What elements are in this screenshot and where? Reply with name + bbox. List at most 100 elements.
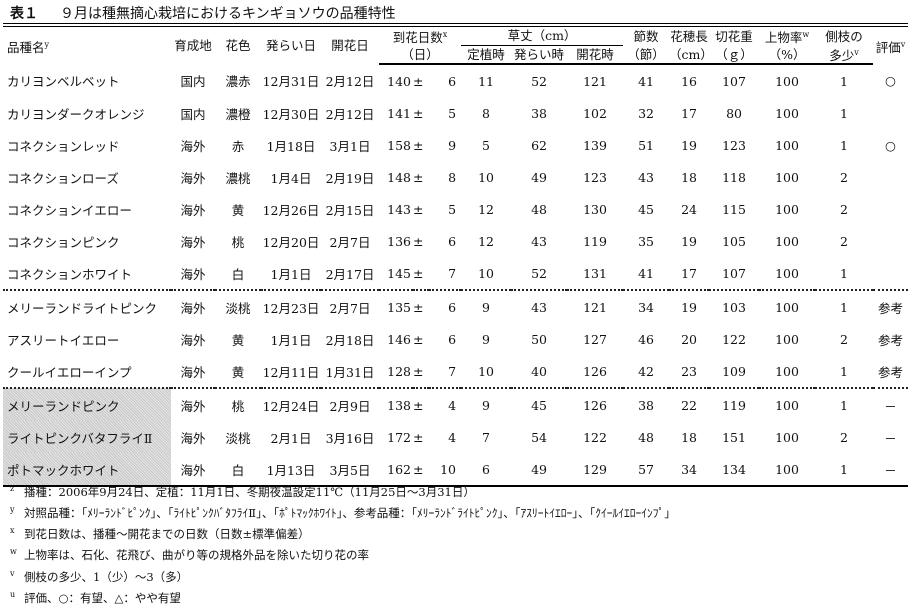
cell-sd: 9	[448, 137, 457, 153]
cell-eval: －	[884, 430, 897, 446]
cell-sd: 6	[448, 73, 457, 89]
table-row: ライトピンクバタフライⅡ 海外 淡桃 2月1日 3月16日 172 ±4 7 54 122 48 18…	[3, 421, 908, 454]
cell-bud: 1月1日	[270, 332, 312, 348]
cell-h2: 40	[511, 355, 568, 390]
col-height-flower: 開花時	[567, 45, 624, 66]
footnote-text: 播種：2006年9月24日、定植：11月1日、冬期夜温設定11℃（11月25日～…	[24, 484, 475, 499]
cell-days: 143	[387, 201, 411, 217]
footnote: u 評価、○：有望、△：やや有望	[10, 586, 676, 607]
cell-h3: 119	[583, 233, 607, 249]
cell-rate: 100	[775, 73, 799, 89]
footnote-text: 上物率は、石化、花飛び、曲がり等の規格外品を除いた切り花の率	[24, 548, 369, 563]
cell-nodes: 51	[638, 137, 654, 153]
footnote: z 播種：2006年9月24日、定植：11月1日、冬期夜温設定11℃（11月25日…	[10, 480, 676, 501]
table-row: メリーランドライトピンク 海外 淡桃 12月23日 2月7日 135 ±6 9 43 121 34 1…	[3, 290, 908, 323]
cell-weight: 103	[722, 299, 746, 315]
cell-color: 濃桃	[225, 170, 251, 186]
cell-rate: 100	[775, 105, 799, 121]
cell-h3: 131	[567, 257, 624, 292]
cell-h1: 9	[482, 397, 490, 413]
cell-spike: 17	[669, 257, 710, 292]
cell-eval	[873, 257, 909, 292]
cell-branch: 1	[815, 257, 874, 292]
cell-flower: 1月31日	[321, 355, 379, 390]
cell-origin: 海外	[180, 398, 206, 414]
cell-pm: ±	[413, 233, 424, 249]
cell-nodes: 32	[638, 105, 654, 121]
cell-h2: 43	[531, 233, 547, 249]
cell-origin: 海外	[171, 257, 215, 292]
cell-nodes: 48	[638, 429, 654, 445]
cell-color: 桃	[231, 234, 245, 250]
cell-h3: 129	[567, 453, 624, 488]
cell-branch: 1	[815, 453, 874, 488]
cell-days: 146	[387, 331, 411, 347]
cell-eval	[873, 97, 908, 129]
cell-rate: 100	[775, 331, 799, 347]
cell-weight: 107	[709, 257, 760, 292]
cell-h2: 38	[531, 105, 547, 121]
cell-name: コネクションホワイト	[3, 257, 171, 292]
cell-weight: 123	[722, 137, 746, 153]
cell-h2: 43	[531, 299, 547, 315]
footnote-mark: w	[10, 547, 17, 557]
cell-weight: 105	[722, 233, 746, 249]
cell-eval: 参考	[878, 332, 904, 348]
cell-color: 濃橙	[225, 106, 251, 122]
cell-color: 淡桃	[225, 430, 251, 446]
cell-h3: 102	[583, 105, 607, 121]
cell-sd: 6	[448, 233, 457, 249]
table-row: アスリートイエロー 海外 黄 1月1日 2月18日 146 ±6 9 50 127 46 20 122 1…	[3, 323, 908, 355]
cell-weight: 115	[722, 201, 746, 217]
cell-name: カリヨンダークオレンジ	[7, 106, 145, 122]
cell-branch: 1	[840, 105, 848, 121]
cell-bud: 12月26日	[262, 202, 320, 218]
cell-h1: 12	[478, 201, 494, 217]
col-spike: 花穂長	[669, 22, 710, 46]
footnote: x 到花日数は、播種～開花までの日数（日数±標準偏差）	[10, 522, 676, 543]
col-spike-unit: （cm）	[669, 45, 713, 66]
col-bud-date: 発らい日	[261, 22, 321, 65]
cell-h2: 49	[531, 169, 547, 185]
cell-weight: 80	[726, 105, 742, 121]
footnotes: z 播種：2006年9月24日、定植：11月1日、冬期夜温設定11℃（11月25日…	[10, 480, 676, 607]
cell-flower: 2月18日	[325, 332, 375, 348]
cell-days: 141	[387, 105, 411, 121]
cell-h1: 9	[482, 331, 490, 347]
cell-days: 158	[387, 137, 411, 153]
cell-flower: 2月12日	[325, 106, 375, 122]
cell-branch: 1	[840, 73, 848, 89]
cell-h1: 8	[482, 105, 490, 121]
cell-pm: ±	[413, 257, 429, 292]
cell-branch: 2	[840, 169, 848, 185]
cell-h2: 50	[531, 331, 547, 347]
cell-flower: 2月15日	[325, 202, 375, 218]
footnote-text: 側枝の多少、1（少）～3（多）	[24, 569, 189, 584]
cell-pm: ±	[413, 73, 424, 89]
cell-weight: 107	[722, 73, 746, 89]
col-height-plant: 定植時	[461, 45, 512, 66]
cell-origin: 海外	[180, 234, 206, 250]
cell-spike: 19	[681, 233, 697, 249]
cell-branch: 2	[840, 201, 848, 217]
cell-rate: 100	[775, 201, 799, 217]
cell-weight: 151	[722, 429, 746, 445]
cell-weight: 118	[722, 169, 746, 185]
cell-eval	[873, 225, 908, 257]
cell-origin: 海外	[180, 332, 206, 348]
cell-rate: 100	[775, 169, 799, 185]
cell-pm: ±	[413, 429, 424, 445]
cell-origin: 国内	[180, 74, 206, 90]
footnote-text: 到花日数は、播種～開花までの日数（日数±標準偏差）	[24, 527, 310, 542]
cell-pm: ±	[413, 137, 424, 153]
cell-nodes: 42	[623, 355, 670, 390]
col-rate: 上物率w	[759, 22, 816, 46]
cell-sd: 6	[448, 331, 457, 347]
col-eval: 評価v	[873, 22, 909, 65]
cell-eval: ○	[885, 73, 896, 89]
cell-pm: ±	[413, 397, 424, 413]
footnote: w 上物率は、石化、花飛び、曲がり等の規格外品を除いた切り花の率	[10, 543, 676, 564]
cell-days: 162	[379, 453, 413, 488]
table-title: 表１ ９月は種無摘心栽培におけるキンギョソウの品種特性	[10, 6, 396, 22]
cell-bud: 1月18日	[266, 138, 316, 154]
